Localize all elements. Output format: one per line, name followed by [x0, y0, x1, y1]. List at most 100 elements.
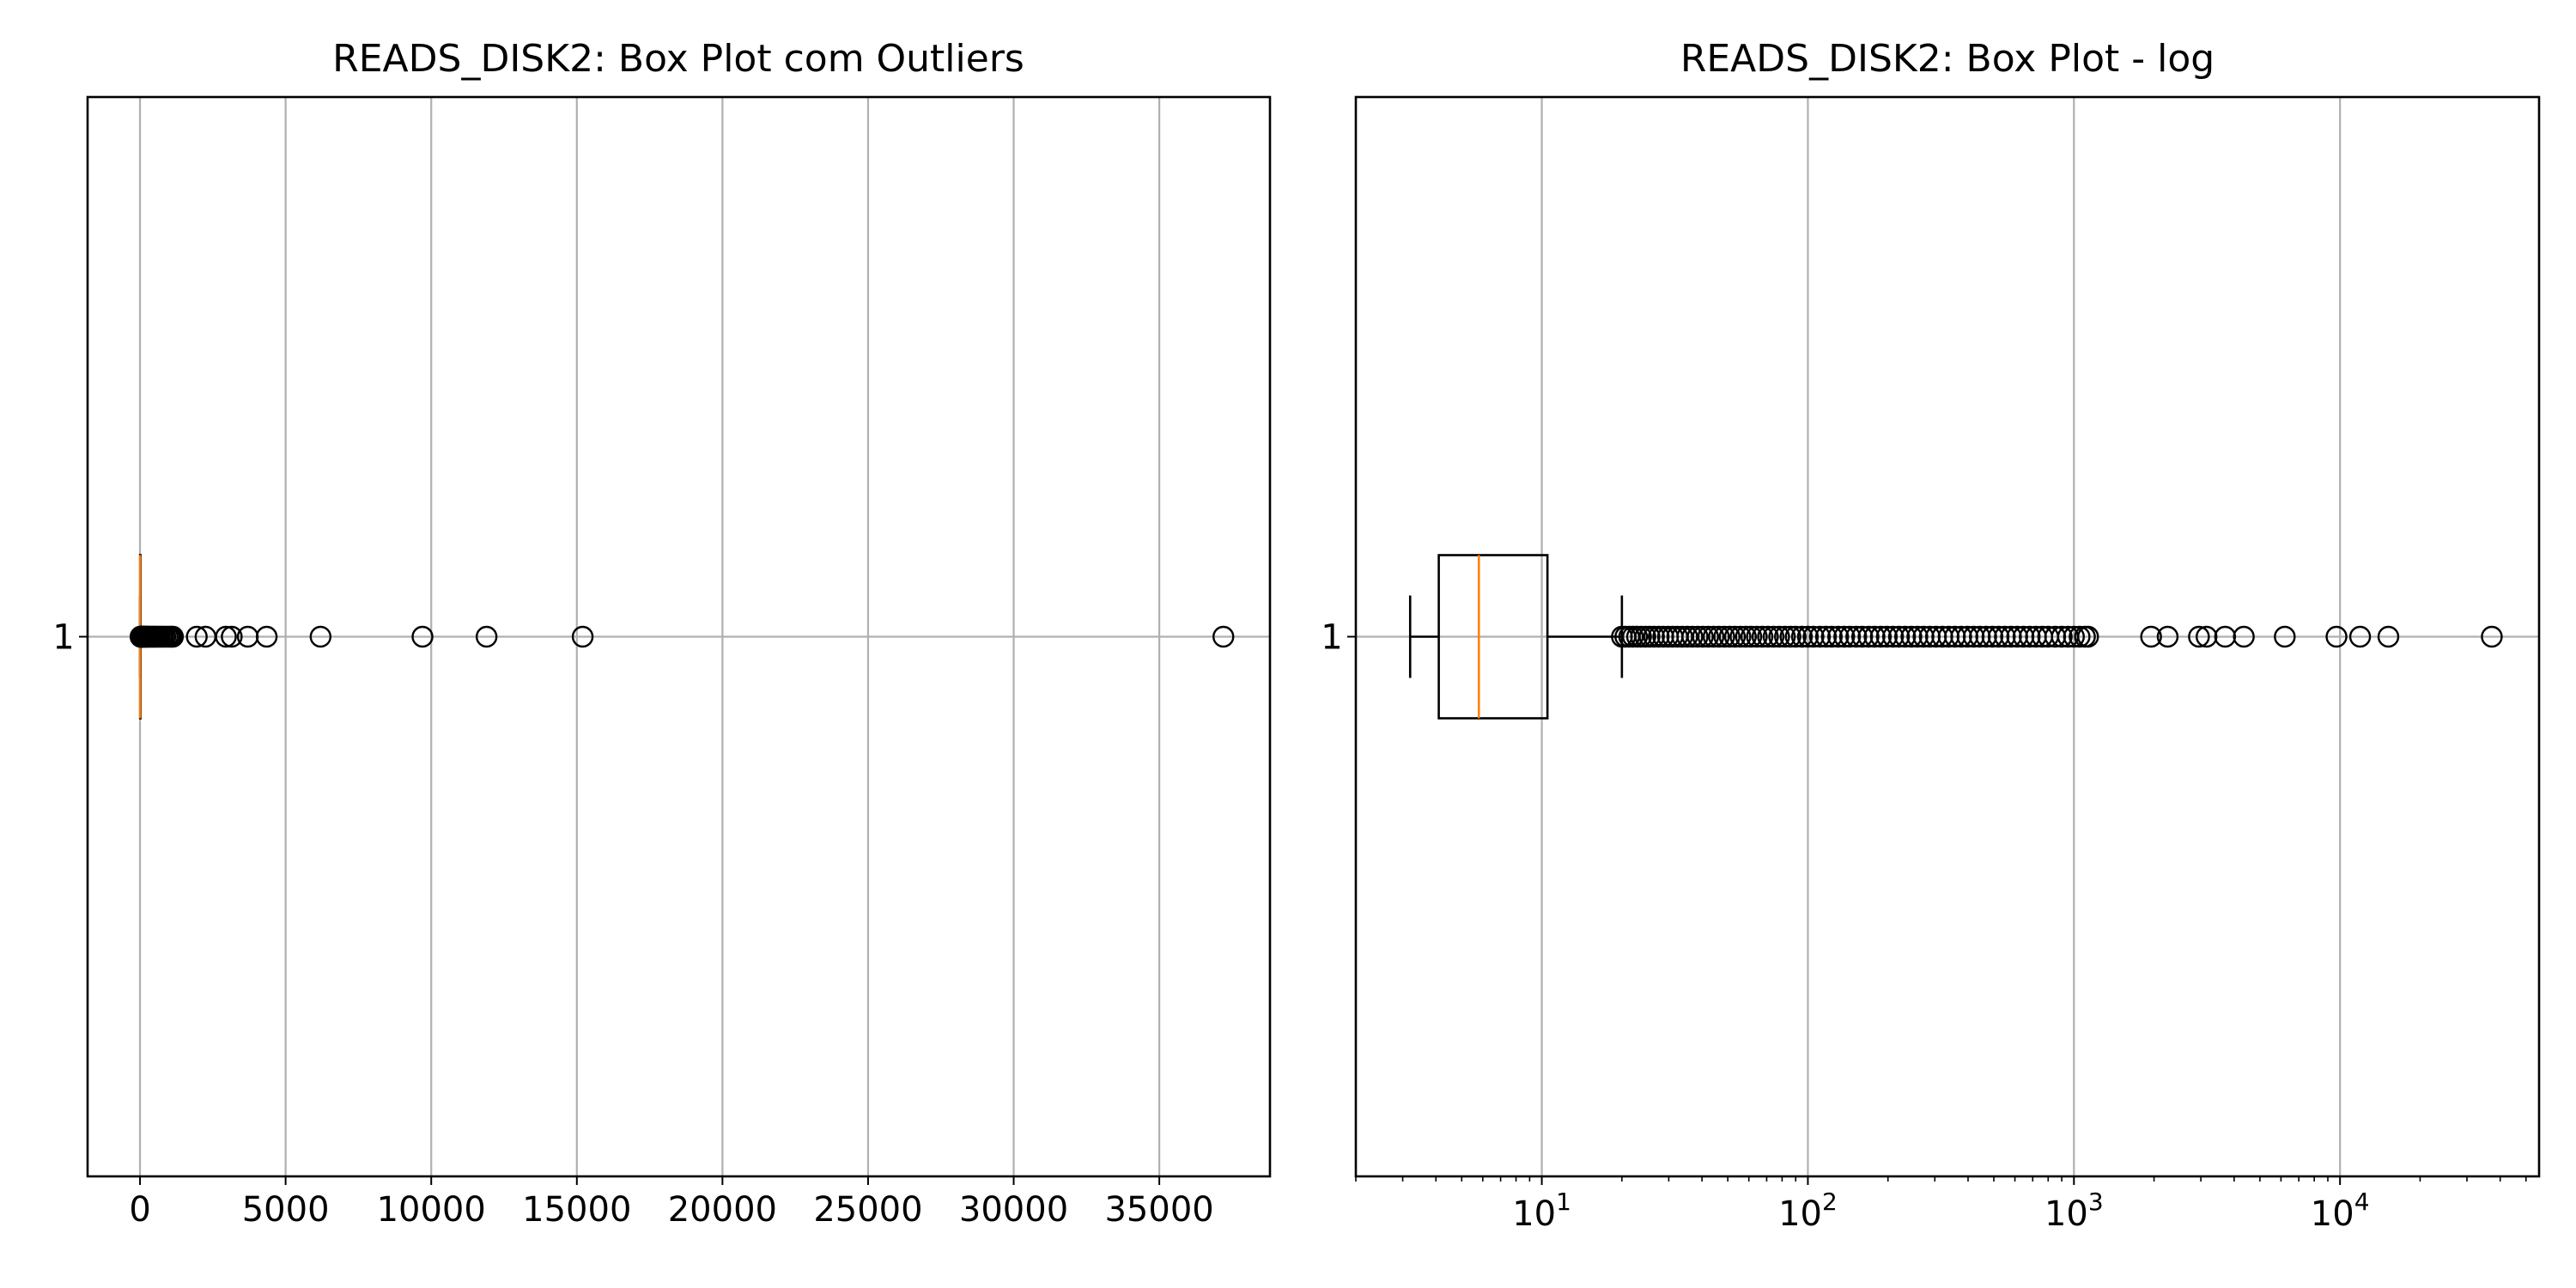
- linear-outliers: [130, 625, 1235, 648]
- linear-y-ticks: 1: [52, 618, 88, 658]
- log-outlier-point: [2069, 625, 2091, 648]
- log-outlier-point: [2077, 625, 2099, 648]
- log-outlier-point: [1827, 625, 1850, 648]
- log-outlier-point: [1863, 625, 1886, 648]
- log-outlier-point: [2196, 625, 2218, 648]
- log-outlier-point: [1833, 625, 1856, 648]
- linear-outlier-point: [185, 625, 208, 648]
- log-x-tick-label: 104: [2311, 1188, 2370, 1234]
- linear-x-tick-label: 10000: [377, 1190, 486, 1230]
- log-outlier-point: [1718, 625, 1741, 648]
- log-x-tick-label: 102: [1778, 1188, 1838, 1234]
- log-outlier-point: [1900, 625, 1923, 648]
- log-outlier-point: [2348, 625, 2372, 648]
- log-outlier-point: [1729, 625, 1752, 648]
- log-outlier-point: [1875, 625, 1899, 648]
- log-outlier-point: [2140, 625, 2162, 648]
- linear-outlier-point: [475, 625, 498, 648]
- log-outlier-point: [1887, 625, 1911, 648]
- log-outlier-point: [2233, 625, 2255, 648]
- log-outlier-point: [2481, 625, 2503, 648]
- log-outlier-point: [2214, 625, 2237, 648]
- log-box: [1437, 554, 1549, 720]
- linear-x-tick-label: 20000: [668, 1190, 777, 1230]
- log-y-tick-label: 1: [1321, 618, 1342, 658]
- log-outlier-point: [1808, 625, 1832, 648]
- linear-x-tick-label: 35000: [1104, 1190, 1213, 1230]
- log-outlier-point: [1802, 625, 1825, 648]
- log-x-tick-label: 101: [1512, 1188, 1571, 1234]
- log-outlier-point: [2325, 625, 2348, 648]
- log-outlier-point: [1994, 625, 2016, 648]
- log-outlier-point: [1981, 625, 2004, 648]
- linear-box-plot-panel: READS_DISK2: Box Plot com Outliers 0 5000…: [52, 37, 1272, 1230]
- log-outlier-point: [2377, 625, 2400, 648]
- log-outlier-point: [1751, 625, 1774, 648]
- linear-outlier-point: [1212, 625, 1235, 648]
- log-box-plot-panel: READS_DISK2: Box Plot - log 101 102 103 104…: [1321, 37, 2541, 1234]
- log-outlier-point: [1708, 625, 1730, 648]
- log-outlier-point: [1906, 625, 1929, 648]
- log-x-ticks: 101 102 103 104: [1355, 1176, 2527, 1234]
- log-outlier-point: [1746, 625, 1768, 648]
- log-outlier-point: [1740, 625, 1763, 648]
- log-outlier-point: [1820, 625, 1844, 648]
- log-outlier-point: [2019, 625, 2041, 648]
- log-outlier-point: [2188, 625, 2210, 648]
- log-outlier-point: [1768, 625, 1790, 648]
- log-grid: [1356, 97, 2539, 1176]
- log-outlier-point: [1681, 625, 1704, 648]
- log-outlier-point: [1757, 625, 1779, 648]
- linear-plot-frame: [86, 95, 1272, 1178]
- log-outlier-point: [1869, 625, 1893, 648]
- log-box-plot: [1408, 554, 1624, 720]
- log-y-ticks: 1: [1321, 618, 1356, 658]
- log-outlier-point: [1686, 625, 1709, 648]
- log-outlier-point: [2050, 625, 2073, 648]
- log-outlier-point: [1774, 625, 1796, 648]
- log-outlier-point: [1790, 625, 1814, 648]
- log-outlier-point: [1723, 625, 1747, 648]
- log-outlier-point: [1762, 625, 1785, 648]
- linear-outlier-point: [255, 625, 278, 648]
- log-outlier-point: [1850, 625, 1874, 648]
- log-outlier-point: [1735, 625, 1757, 648]
- linear-y-tick-label: 1: [52, 618, 74, 658]
- log-outlier-point: [1950, 625, 1972, 648]
- log-outlier-point: [1796, 625, 1820, 648]
- linear-x-tick-label: 25000: [813, 1190, 922, 1230]
- log-outlier-point: [2063, 625, 2086, 648]
- log-chart-title: READS_DISK2: Box Plot - log: [1680, 37, 2215, 81]
- linear-x-tick-label: 15000: [522, 1190, 631, 1230]
- log-outlier-point: [1784, 625, 1807, 648]
- log-outlier-point: [1676, 625, 1698, 648]
- linear-x-tick-label: 0: [129, 1190, 150, 1230]
- log-outlier-point: [1838, 625, 1862, 648]
- log-outlier-point: [1881, 625, 1905, 648]
- log-outlier-point: [1857, 625, 1880, 648]
- log-outlier-point: [1893, 625, 1917, 648]
- log-outlier-point: [1987, 625, 2010, 648]
- log-outlier-point: [1697, 625, 1720, 648]
- log-outlier-point: [1702, 625, 1725, 648]
- log-outlier-point: [2274, 625, 2296, 648]
- linear-grid: [88, 97, 1270, 1176]
- linear-chart-title: READS_DISK2: Box Plot com Outliers: [332, 37, 1024, 81]
- linear-x-ticks: 0 5000 10000 15000 20000 25000 30000 35000: [129, 1176, 1214, 1230]
- linear-outlier-point: [215, 625, 237, 648]
- log-outlier-point: [1643, 625, 1665, 648]
- log-outlier-point: [2156, 625, 2179, 648]
- log-outlier-point: [1779, 625, 1801, 648]
- log-outlier-point: [1845, 625, 1868, 648]
- linear-x-tick-label: 30000: [959, 1190, 1068, 1230]
- linear-outlier-point: [309, 625, 332, 648]
- linear-outlier-point: [221, 625, 243, 648]
- log-plot-frame: [1354, 95, 2541, 1178]
- linear-outlier-point: [571, 625, 594, 648]
- linear-outlier-point: [411, 625, 434, 648]
- linear-outlier-point: [161, 625, 185, 648]
- log-outlier-point: [1975, 625, 1997, 648]
- log-x-tick-label: 103: [2044, 1188, 2104, 1234]
